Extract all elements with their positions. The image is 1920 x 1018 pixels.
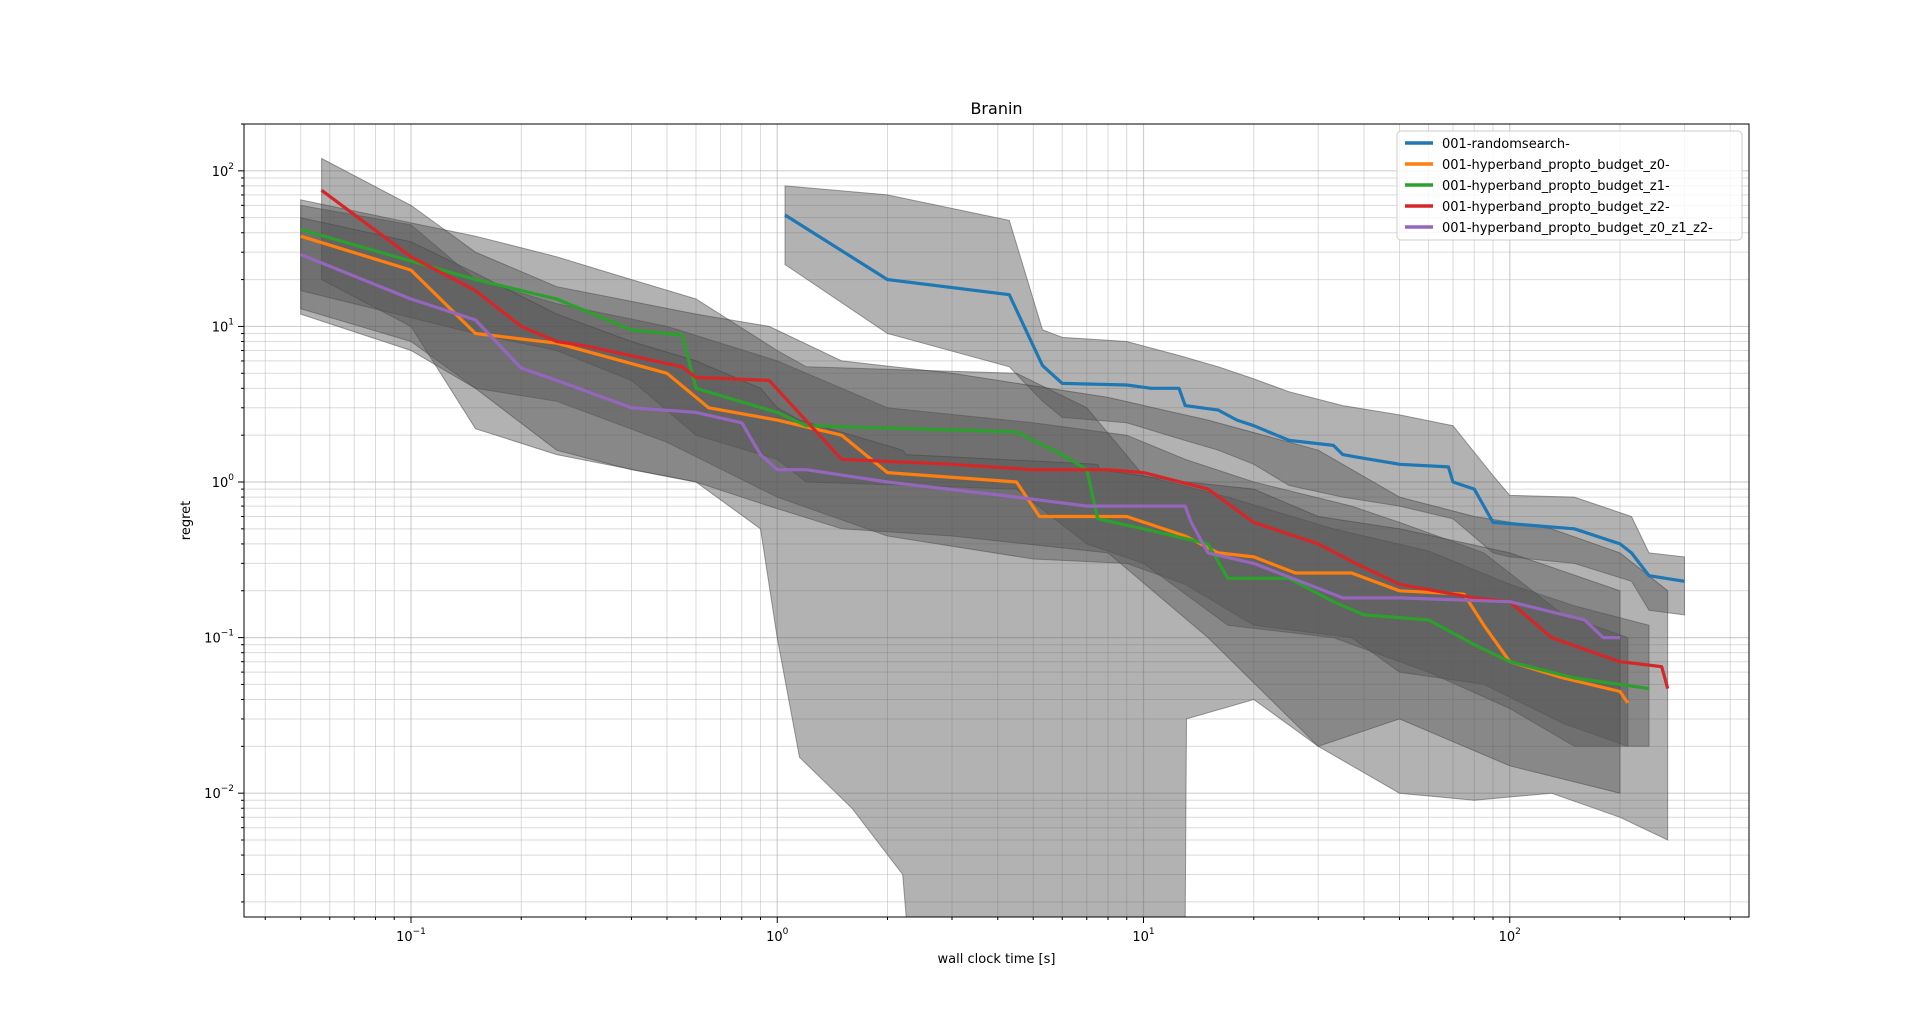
confidence-band (300, 217, 1621, 918)
plot-frame (243, 123, 1750, 918)
confidence-band (300, 199, 1650, 747)
legend-box (1396, 130, 1743, 241)
legend-label: 001-randomsearch- (1442, 137, 1570, 152)
legend-label: 001-hyperband_propto_budget_z0_z1_z2- (1442, 221, 1713, 236)
legend-label: 001-hyperband_propto_budget_z1- (1442, 179, 1670, 194)
y-axis-label: regret (179, 501, 194, 540)
band-layer (300, 157, 1685, 918)
legend-label: 001-hyperband_propto_budget_z0- (1442, 158, 1670, 173)
legend: 001-randomsearch- 001-hyperband_propto_bu… (1396, 130, 1743, 241)
line-layer (300, 189, 1685, 704)
series-line (300, 234, 1630, 704)
legend-label: 001-hyperband_propto_budget_z2- (1442, 200, 1670, 215)
x-axis-label: wall clock time [s] (938, 952, 1056, 967)
confidence-band (321, 157, 1669, 841)
series-line (300, 227, 1650, 691)
series-line (784, 213, 1685, 583)
chart-title: Branin (970, 99, 1022, 118)
series-line (300, 253, 1620, 640)
confidence-band (784, 185, 1685, 616)
